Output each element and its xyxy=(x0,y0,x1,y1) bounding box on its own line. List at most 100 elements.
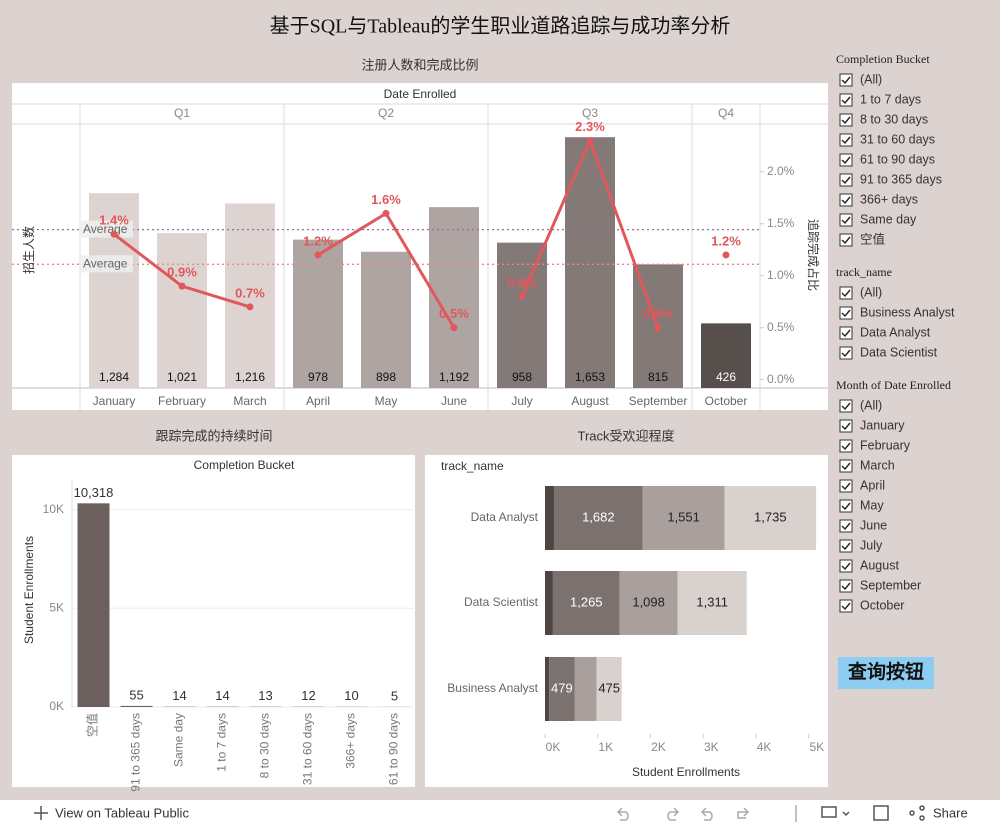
checkbox[interactable] xyxy=(839,399,853,413)
checkbox[interactable] xyxy=(839,326,853,340)
filter-option[interactable]: July xyxy=(860,538,883,552)
filter-option[interactable]: 31 to 60 days xyxy=(860,132,935,146)
fullscreen[interactable] xyxy=(873,805,889,821)
query-button[interactable] xyxy=(838,657,934,689)
filter-option[interactable]: Data Analyst xyxy=(860,325,931,339)
bar-value-label: 1,284 xyxy=(99,370,129,384)
filter-option[interactable]: April xyxy=(860,478,885,492)
undo[interactable] xyxy=(616,807,629,821)
filter-option[interactable]: 61 to 90 days xyxy=(860,152,935,166)
checkbox[interactable] xyxy=(839,419,853,433)
filter-option[interactable]: (All) xyxy=(860,285,882,299)
checkbox[interactable] xyxy=(839,599,853,613)
bar-segment xyxy=(574,657,597,721)
x-axis-label: Student Enrollments xyxy=(632,765,740,779)
line-value-label: 0.7% xyxy=(235,285,265,300)
y-tick-label: 10K xyxy=(43,502,64,516)
filter-option[interactable]: Business Analyst xyxy=(860,305,955,319)
filter-option[interactable]: 8 to 30 days xyxy=(860,112,928,126)
revert[interactable] xyxy=(700,807,713,821)
filter-option[interactable]: August xyxy=(860,558,899,572)
filter-option[interactable]: June xyxy=(860,518,887,532)
checkmark[interactable] xyxy=(841,442,851,451)
filter-option[interactable]: Data Scientist xyxy=(860,345,938,359)
filter-option[interactable]: (All) xyxy=(860,398,882,412)
checkmark[interactable] xyxy=(841,309,851,318)
checkmark[interactable] xyxy=(841,289,851,298)
checkmark[interactable] xyxy=(841,176,851,185)
refresh[interactable] xyxy=(737,807,750,819)
bar-segment xyxy=(552,571,620,635)
view-link[interactable]: View on Tableau Public xyxy=(55,805,189,820)
share-icon[interactable] xyxy=(909,810,915,816)
checkmark[interactable] xyxy=(841,156,851,165)
checkmark[interactable] xyxy=(841,602,851,611)
checkbox[interactable] xyxy=(839,306,853,320)
filter-option[interactable]: Same day xyxy=(860,212,917,226)
checkbox[interactable] xyxy=(839,93,853,107)
line-value-label: 1.6% xyxy=(371,192,401,207)
checkbox[interactable] xyxy=(839,519,853,533)
checkmark[interactable] xyxy=(841,329,851,338)
y2-tick-label: 1.5% xyxy=(767,216,795,230)
checkbox[interactable] xyxy=(839,286,853,300)
checkmark[interactable] xyxy=(841,562,851,571)
quarter-label: Q1 xyxy=(174,106,190,120)
checkbox[interactable] xyxy=(839,346,853,360)
checkmark[interactable] xyxy=(841,349,851,358)
checkmark[interactable] xyxy=(841,76,851,85)
filter-option[interactable]: 空值 xyxy=(860,231,885,246)
checkbox[interactable] xyxy=(839,133,853,147)
filter-option[interactable]: February xyxy=(860,438,911,452)
checkbox[interactable] xyxy=(839,559,853,573)
checkbox[interactable] xyxy=(839,539,853,553)
filter-option[interactable]: March xyxy=(860,458,895,472)
dropdown[interactable] xyxy=(842,811,850,817)
filter-option[interactable]: May xyxy=(860,498,884,512)
share-link[interactable]: Share xyxy=(933,805,968,820)
checkbox[interactable] xyxy=(839,153,853,167)
filter-option[interactable]: (All) xyxy=(860,72,882,86)
checkbox[interactable] xyxy=(839,459,853,473)
checkbox[interactable] xyxy=(839,439,853,453)
checkmark[interactable] xyxy=(841,422,851,431)
checkbox[interactable] xyxy=(839,73,853,87)
checkbox[interactable] xyxy=(839,173,853,187)
bar-value-label: 898 xyxy=(376,370,396,384)
checkbox[interactable] xyxy=(839,579,853,593)
query-button-label[interactable]: 查询按钮 xyxy=(847,660,924,683)
filter-option[interactable]: 91 to 365 days xyxy=(860,172,942,186)
checkbox[interactable] xyxy=(839,213,853,227)
checkbox[interactable] xyxy=(839,479,853,493)
tableau-icon[interactable] xyxy=(34,806,48,820)
checkmark[interactable] xyxy=(841,216,851,225)
share-icon[interactable] xyxy=(919,815,925,821)
checkmark[interactable] xyxy=(841,116,851,125)
filter-option[interactable]: 366+ days xyxy=(860,192,918,206)
segment-value-label: 1,265 xyxy=(570,594,603,609)
checkmark[interactable] xyxy=(841,136,851,145)
share-icon[interactable] xyxy=(919,805,925,811)
download[interactable] xyxy=(821,806,837,818)
checkmark[interactable] xyxy=(841,196,851,205)
filter-title: Month of Date Enrolled xyxy=(836,378,951,392)
checkmark[interactable] xyxy=(841,96,851,105)
checkmark[interactable] xyxy=(841,542,851,551)
filter-option[interactable]: 1 to 7 days xyxy=(860,92,921,106)
checkmark[interactable] xyxy=(841,402,851,411)
checkbox[interactable] xyxy=(839,113,853,127)
checkmark[interactable] xyxy=(841,482,851,491)
checkbox[interactable] xyxy=(839,233,853,247)
checkbox[interactable] xyxy=(839,193,853,207)
checkmark[interactable] xyxy=(841,236,851,245)
checkmark[interactable] xyxy=(841,522,851,531)
checkmark[interactable] xyxy=(841,582,851,591)
bar-segment xyxy=(642,486,725,550)
filter-option[interactable]: January xyxy=(860,418,905,432)
checkmark[interactable] xyxy=(841,502,851,511)
checkmark[interactable] xyxy=(841,462,851,471)
checkbox[interactable] xyxy=(839,499,853,513)
filter-option[interactable]: October xyxy=(860,598,904,612)
filter-option[interactable]: September xyxy=(860,578,921,592)
redo[interactable] xyxy=(667,807,680,821)
